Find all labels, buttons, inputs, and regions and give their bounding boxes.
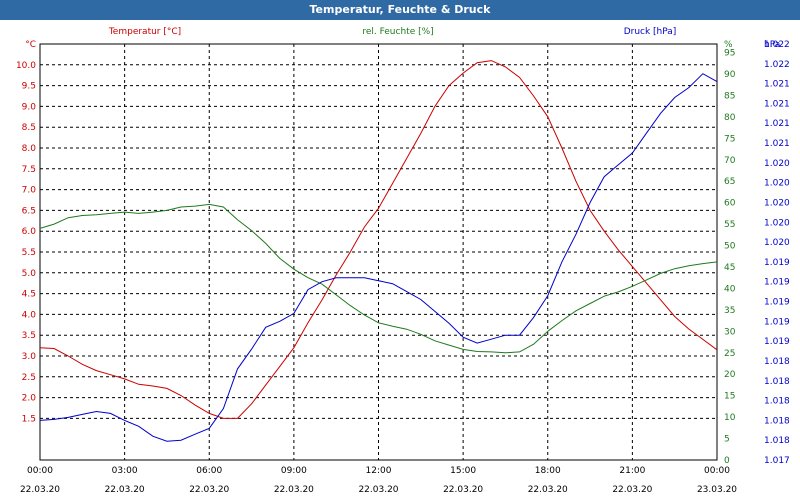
temperature-tick: 2.5	[22, 373, 36, 383]
humidity-tick: 35	[724, 306, 735, 316]
humidity-tick: 5	[724, 435, 730, 445]
pressure-tick: 1.021	[764, 80, 790, 90]
pressure-tick: 1.019	[764, 317, 790, 327]
x-tick-time: 00:00	[27, 466, 53, 476]
temperature-tick: 8.0	[22, 144, 37, 154]
pressure-tick: 1.020	[764, 159, 790, 169]
humidity-tick: 25	[724, 349, 735, 359]
humidity-tick: 70	[724, 156, 736, 166]
humidity-tick: 85	[724, 91, 735, 101]
x-tick-date: 22.03.20	[189, 485, 229, 495]
series-line-pressure	[39, 73, 718, 442]
legend-temperature: Temperatur [°C]	[108, 27, 181, 37]
humidity-tick: 75	[724, 134, 735, 144]
humidity-tick: 95	[724, 49, 735, 59]
pressure-tick: 1.018	[764, 357, 790, 367]
pressure-tick: 1.018	[764, 377, 790, 387]
humidity-tick: 90	[724, 70, 736, 80]
pressure-unit: hPa	[764, 40, 780, 50]
pressure-tick: 1.022	[764, 40, 790, 50]
x-tick-time: 18:00	[535, 466, 561, 476]
humidity-tick: 0	[724, 456, 730, 466]
axis-labels: 00:00 22.03.20 03:00 22.03.20 06:00 22.03.20 0…	[16, 27, 790, 495]
temperature-tick: 2.0	[22, 394, 37, 404]
temperature-unit: °C	[25, 40, 36, 50]
humidity-tick: 40	[724, 284, 736, 294]
humidity-tick: 15	[724, 392, 735, 402]
pressure-tick: 1.022	[764, 60, 790, 70]
pressure-tick: 1.020	[764, 179, 790, 189]
temperature-tick: 6.5	[22, 206, 36, 216]
x-tick-date: 22.03.20	[528, 485, 568, 495]
x-tick-time: 21:00	[619, 466, 645, 476]
x-tick-date: 22.03.20	[20, 485, 60, 495]
humidity-tick: 10	[724, 413, 736, 423]
pressure-tick: 1.018	[764, 416, 790, 426]
pressure-tick: 1.019	[764, 258, 790, 268]
x-tick-date: 22.03.20	[358, 485, 398, 495]
x-tick-time: 09:00	[281, 466, 307, 476]
chart-area: 00:00 22.03.20 03:00 22.03.20 06:00 22.03.20 0…	[16, 27, 790, 495]
pressure-tick: 1.018	[764, 397, 790, 407]
x-tick-time: 03:00	[112, 466, 138, 476]
grid-lines	[40, 44, 717, 460]
x-tick-date: 23.03.20	[697, 485, 737, 495]
x-tick-time: 12:00	[366, 466, 392, 476]
pressure-tick: 1.020	[764, 238, 790, 248]
humidity-tick: 30	[724, 327, 736, 337]
pressure-tick: 1.020	[764, 198, 790, 208]
temperature-tick: 3.5	[22, 331, 36, 341]
temperature-tick: 7.0	[22, 186, 37, 196]
series-line-humidity	[39, 203, 718, 354]
series-group	[39, 60, 718, 442]
temperature-tick: 5.5	[22, 248, 36, 258]
temperature-tick: 9.0	[22, 102, 37, 112]
temperature-tick: 4.0	[22, 310, 37, 320]
pressure-tick: 1.021	[764, 139, 790, 149]
legend-humidity: rel. Feuchte [%]	[362, 27, 433, 37]
temperature-tick: 5.0	[22, 269, 37, 279]
chart-title: Temperatur, Feuchte & Druck	[0, 0, 800, 20]
temperature-tick: 3.0	[22, 352, 37, 362]
humidity-tick: 20	[724, 370, 736, 380]
series-line-temperature	[39, 60, 718, 419]
x-tick-date: 22.03.20	[105, 485, 145, 495]
pressure-tick: 1.021	[764, 119, 790, 129]
legend-pressure: Druck [hPa]	[624, 27, 677, 37]
humidity-tick: 50	[724, 242, 736, 252]
x-tick-date: 22.03.20	[443, 485, 483, 495]
humidity-unit-tick: %	[724, 40, 733, 50]
x-tick-time: 15:00	[450, 466, 476, 476]
x-tick-date: 22.03.20	[274, 485, 314, 495]
x-tick-date: 22.03.20	[612, 485, 652, 495]
temperature-tick: 4.5	[22, 290, 36, 300]
temperature-tick: 1.5	[22, 414, 36, 424]
temperature-tick: 10.0	[16, 61, 36, 71]
pressure-tick: 1.017	[764, 456, 790, 466]
humidity-tick: 80	[724, 113, 736, 123]
pressure-tick: 1.018	[764, 436, 790, 446]
x-tick-time: 00:00	[704, 466, 730, 476]
temperature-tick: 8.5	[22, 123, 36, 133]
humidity-tick: 45	[724, 263, 735, 273]
temperature-tick: 9.5	[22, 82, 36, 92]
pressure-tick: 1.021	[764, 99, 790, 109]
pressure-tick: 1.019	[764, 278, 790, 288]
pressure-tick: 1.019	[764, 298, 790, 308]
pressure-tick: 1.020	[764, 218, 790, 228]
pressure-tick: 1.019	[764, 337, 790, 347]
x-tick-time: 06:00	[196, 466, 222, 476]
temperature-tick: 6.0	[22, 227, 37, 237]
humidity-tick: 60	[724, 199, 736, 209]
humidity-tick: 65	[724, 177, 735, 187]
humidity-tick: 55	[724, 220, 735, 230]
temperature-tick: 7.5	[22, 165, 36, 175]
